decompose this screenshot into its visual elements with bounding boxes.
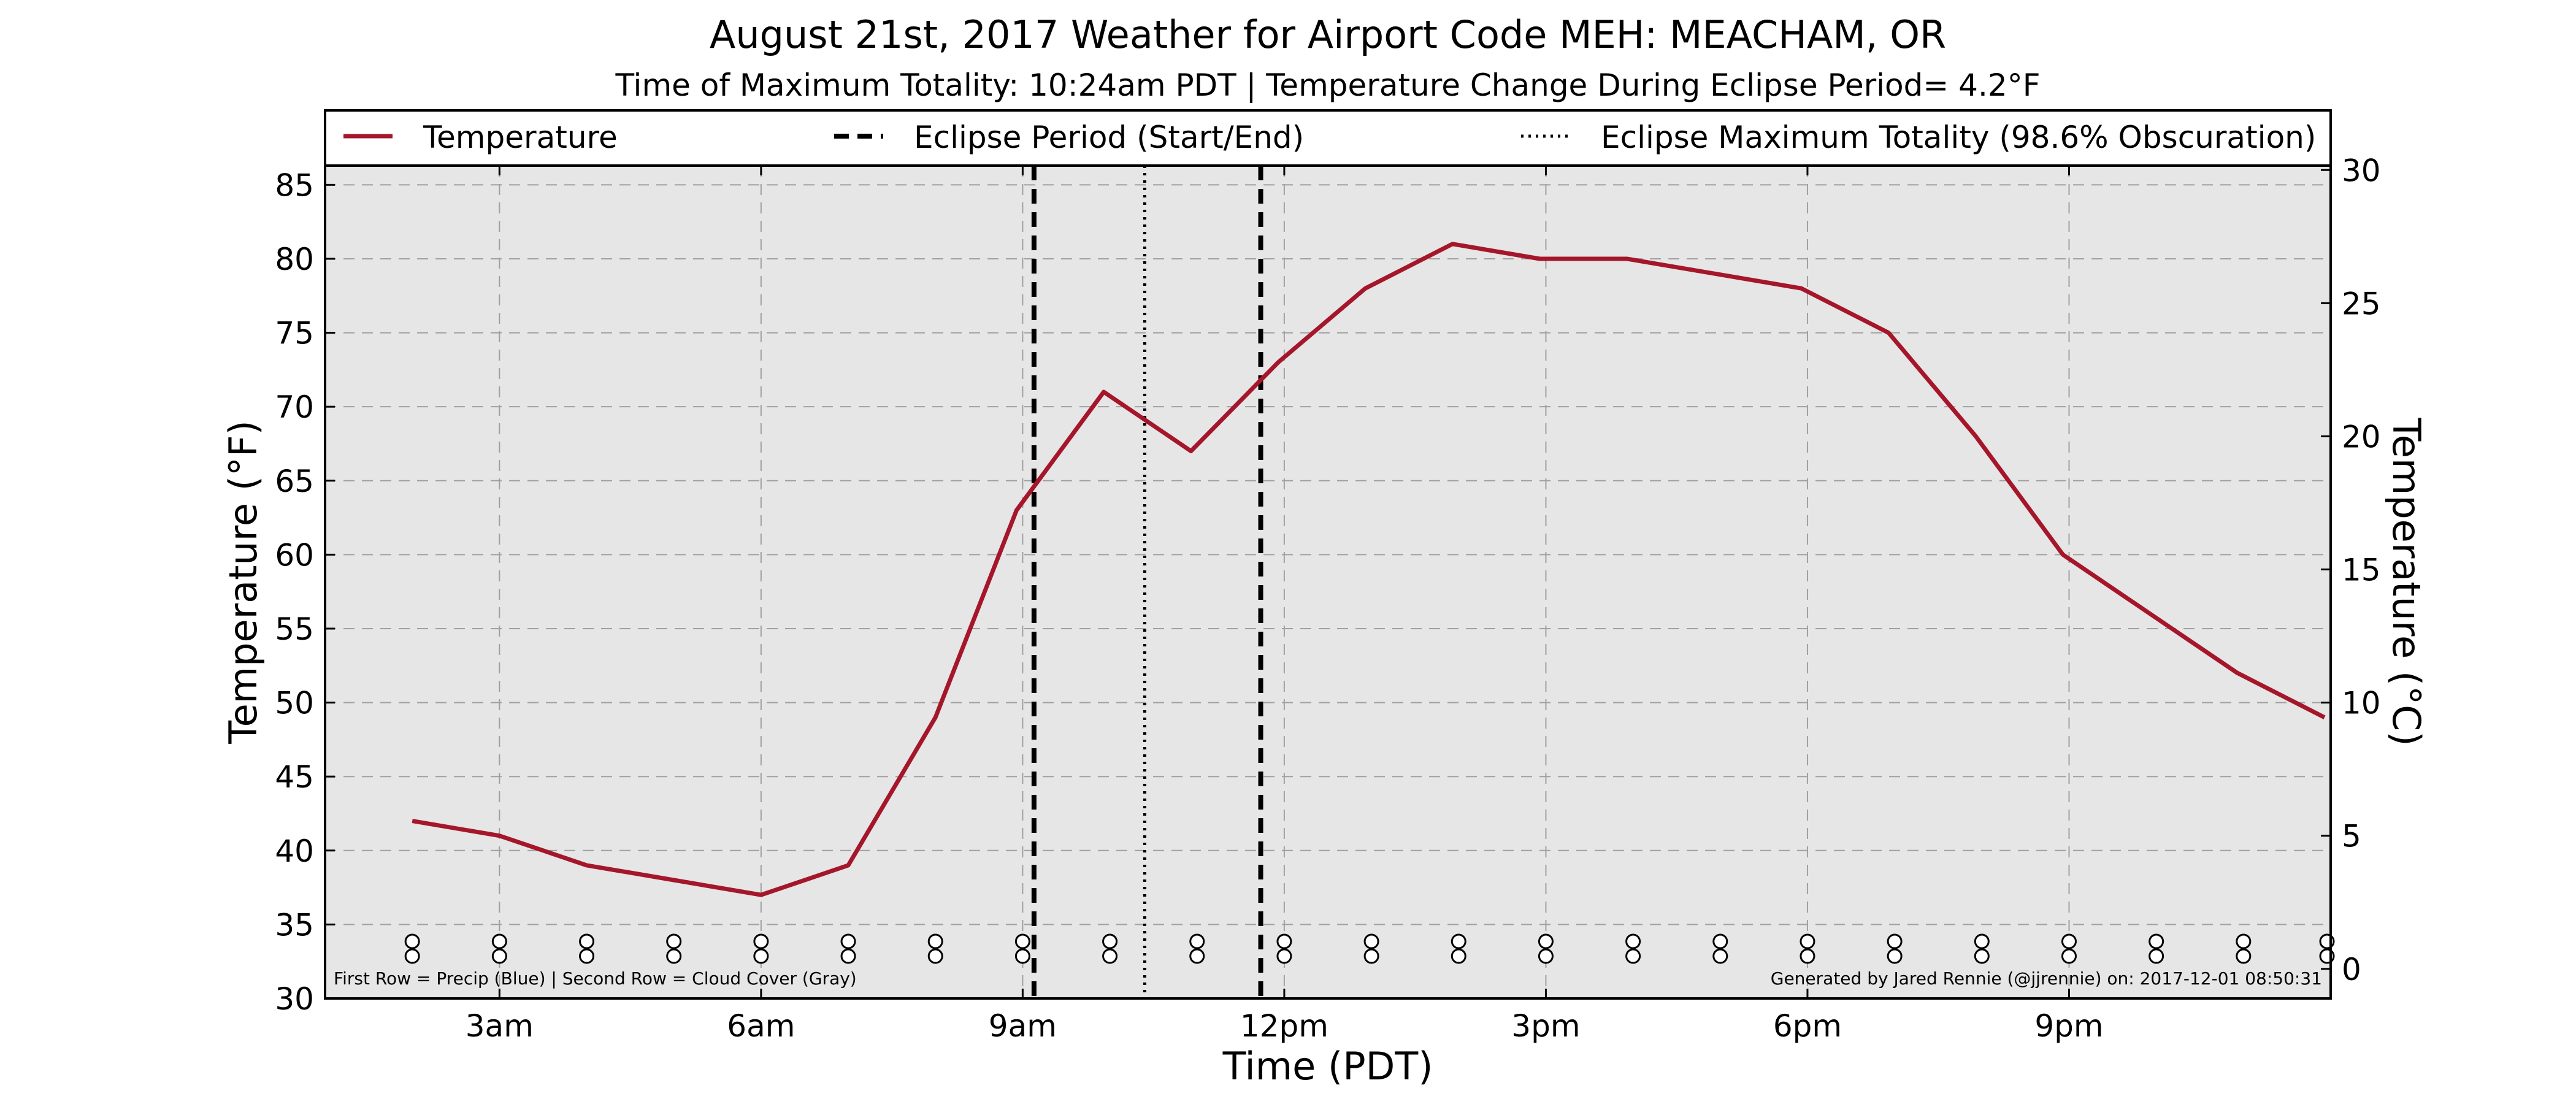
y-tick-label-9: 75 bbox=[275, 316, 314, 351]
y2-axis-ticks: 0 5 10 15 20 25 30 bbox=[2321, 153, 2381, 987]
precip-marker bbox=[666, 933, 682, 949]
footnote-left: First Row = Precip (Blue) | Second Row =… bbox=[334, 968, 857, 989]
chart-subtitle: Time of Maximum Totality: 10:24am PDT | … bbox=[615, 67, 2041, 103]
cloud-marker bbox=[1363, 948, 1379, 964]
x-tick-label-2: 9am bbox=[989, 1008, 1057, 1044]
precip-marker bbox=[404, 933, 420, 949]
precip-marker bbox=[1538, 933, 1554, 949]
precip-marker bbox=[1887, 933, 1903, 949]
precip-marker bbox=[1974, 933, 1990, 949]
series-line-temperature bbox=[412, 242, 2326, 897]
chart-title: August 21st, 2017 Weather for Airport Co… bbox=[710, 12, 1946, 57]
precip-marker bbox=[579, 933, 595, 949]
precip-marker bbox=[1712, 933, 1728, 949]
precip-marker bbox=[2149, 933, 2164, 949]
precip-marker bbox=[753, 933, 769, 949]
y2-tick-label-3: 15 bbox=[2342, 553, 2381, 588]
precip-marker bbox=[927, 933, 943, 949]
x-tick-label-1: 6am bbox=[727, 1008, 795, 1044]
cloud-marker bbox=[404, 948, 420, 964]
cloud-marker bbox=[1625, 948, 1641, 964]
y2-tick-label-1: 5 bbox=[2342, 819, 2361, 854]
y-tick-label-5: 55 bbox=[275, 611, 314, 647]
cloud-marker bbox=[2236, 948, 2252, 964]
x-tick-label-0: 3am bbox=[466, 1008, 534, 1044]
x-axis-ticks: 3am 6am 9am 12pm 3pm 6pm 9pm bbox=[466, 166, 2104, 1044]
precip-marker bbox=[2236, 933, 2252, 949]
plot-area bbox=[325, 166, 2331, 998]
y-tick-label-7: 65 bbox=[275, 464, 314, 499]
cloud-marker bbox=[491, 948, 507, 964]
series-layer bbox=[412, 242, 2326, 897]
cloud-marker bbox=[1974, 948, 1990, 964]
cloud-marker bbox=[1451, 948, 1466, 964]
cloud-marker bbox=[579, 948, 595, 964]
precip-marker bbox=[840, 933, 856, 949]
cloud-marker bbox=[1538, 948, 1554, 964]
cloud-marker bbox=[840, 948, 856, 964]
y-tick-label-1: 35 bbox=[275, 907, 314, 943]
footnote-right: Generated by Jared Rennie (@jjrennie) on… bbox=[1771, 968, 2322, 989]
y-tick-label-2: 40 bbox=[275, 833, 314, 869]
y-tick-label-10: 80 bbox=[275, 242, 314, 277]
y-tick-label-11: 85 bbox=[275, 167, 314, 203]
cloud-marker bbox=[666, 948, 682, 964]
x-axis-label: Time (PDT) bbox=[1222, 1044, 1433, 1089]
y-tick-label-6: 60 bbox=[275, 537, 314, 573]
cloud-marker bbox=[1102, 948, 1118, 964]
precip-cloud-markers bbox=[404, 933, 2335, 964]
y2-axis-label: Temperature (°C) bbox=[2384, 417, 2429, 746]
y-axis-label: Temperature (°F) bbox=[221, 420, 266, 744]
precip-marker bbox=[1800, 933, 1815, 949]
cloud-marker bbox=[2149, 948, 2164, 964]
y2-tick-label-2: 10 bbox=[2342, 686, 2381, 721]
precip-marker bbox=[2061, 933, 2077, 949]
cloud-marker bbox=[753, 948, 769, 964]
cloud-marker bbox=[1712, 948, 1728, 964]
legend-label-0: Temperature bbox=[423, 120, 618, 155]
precip-marker bbox=[1451, 933, 1466, 949]
precip-marker bbox=[491, 933, 507, 949]
y2-tick-label-0: 0 bbox=[2342, 952, 2361, 987]
y-tick-label-8: 70 bbox=[275, 389, 314, 425]
y-axis-ticks: 30 35 40 45 50 55 60 65 70 75 80 85 bbox=[275, 167, 335, 1017]
x-tick-label-6: 9pm bbox=[2034, 1008, 2103, 1044]
cloud-marker bbox=[1014, 948, 1030, 964]
x-tick-label-3: 12pm bbox=[1240, 1008, 1328, 1044]
precip-marker bbox=[1189, 933, 1205, 949]
cloud-marker bbox=[1189, 948, 1205, 964]
x-tick-label-4: 3pm bbox=[1511, 1008, 1580, 1044]
legend-label-1: Eclipse Period (Start/End) bbox=[914, 120, 1304, 155]
precip-marker bbox=[1625, 933, 1641, 949]
precip-marker bbox=[1014, 933, 1030, 949]
y-tick-label-4: 50 bbox=[275, 686, 314, 721]
eclipse-lines bbox=[1031, 166, 1263, 998]
legend-label-2: Eclipse Maximum Totality (98.6% Obscurat… bbox=[1601, 120, 2316, 155]
cloud-marker bbox=[1276, 948, 1292, 964]
precip-marker bbox=[1102, 933, 1118, 949]
legend: Temperature Eclipse Period (Start/End) Ecl… bbox=[343, 120, 2316, 155]
y2-tick-label-6: 30 bbox=[2342, 153, 2381, 188]
y2-tick-label-5: 25 bbox=[2342, 286, 2381, 321]
precip-marker bbox=[1363, 933, 1379, 949]
y-tick-label-3: 45 bbox=[275, 759, 314, 795]
cloud-marker bbox=[927, 948, 943, 964]
x-tick-label-5: 6pm bbox=[1773, 1008, 1842, 1044]
cloud-marker bbox=[2061, 948, 2077, 964]
grid-lines bbox=[325, 166, 2331, 998]
cloud-marker bbox=[1800, 948, 1815, 964]
cloud-marker bbox=[1887, 948, 1903, 964]
precip-marker bbox=[1276, 933, 1292, 949]
legend-box bbox=[324, 109, 2332, 167]
y-tick-label-0: 30 bbox=[275, 981, 314, 1017]
y2-tick-label-4: 20 bbox=[2342, 419, 2381, 454]
